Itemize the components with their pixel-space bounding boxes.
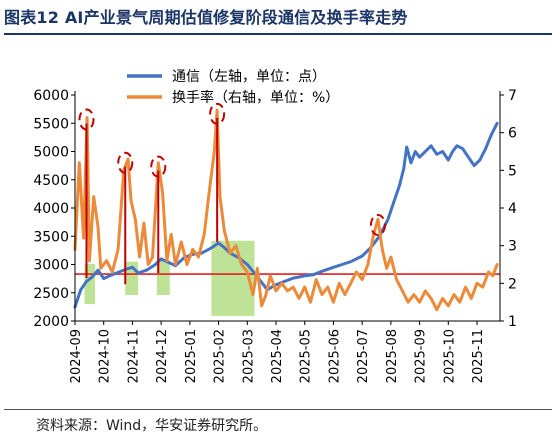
left-tick-label: 3500: [33, 229, 69, 245]
peak-markers: [78, 102, 386, 285]
x-tick-label: 2025-07: [356, 329, 371, 383]
x-tick-label: 2024-10: [98, 329, 113, 383]
chart-title: 图表12 AI产业景气周期估值修复阶段通信及换手率走势: [4, 8, 408, 27]
right-tick-label: 4: [508, 201, 517, 217]
highlight-bands: [84, 240, 255, 316]
left-tick-label: 4500: [33, 173, 69, 189]
x-tick-label: 2025-04: [270, 329, 285, 383]
legend-label-turnover: 换手率（右轴，单位：%）: [172, 89, 339, 106]
right-tick-label: 5: [508, 163, 517, 179]
telecom-series-line: [73, 121, 499, 309]
x-tick-label: 2025-01: [184, 329, 199, 383]
x-tick-label: 2025-10: [442, 329, 457, 383]
left-tick-label: 6000: [33, 88, 69, 104]
series-lines: [73, 108, 499, 312]
left-tick-label: 2500: [33, 286, 69, 302]
x-tick-label: 2025-03: [241, 329, 256, 383]
highlight-band-1: [84, 263, 96, 305]
x-tick-label: 2025-05: [299, 329, 314, 383]
dual-axis-line-chart: 2000 2500 3000 3500 4000 4500 5000 5500 6000 1 2 3 4…: [33, 69, 517, 383]
footer-rule: [4, 409, 552, 410]
turnover-series-line: [73, 108, 499, 312]
right-tick-label: 6: [508, 126, 517, 142]
right-tick-label: 3: [508, 239, 517, 255]
x-tick-label: 2025-08: [385, 329, 400, 383]
x-tick-label: 2025-02: [213, 329, 228, 383]
highlight-band-3: [156, 259, 170, 296]
x-tick-label: 2024-12: [155, 329, 170, 383]
peak-marker-5: [369, 213, 386, 236]
right-tick-label: 1: [508, 314, 517, 330]
left-tick-label: 4000: [33, 201, 69, 217]
left-tick-label: 5500: [33, 116, 69, 132]
left-tick-label: 3000: [33, 258, 69, 274]
right-tick-label: 7: [508, 88, 517, 104]
title-rule: [4, 33, 552, 35]
left-tick-label: 2000: [33, 314, 69, 330]
x-tick-label: 2025-06: [327, 329, 342, 383]
x-tick-label: 2024-11: [126, 329, 141, 383]
source-note: 资料来源：Wind，华安证券研究所。: [36, 418, 268, 434]
x-tick-label: 2025-09: [414, 329, 429, 383]
left-tick-label: 5000: [33, 145, 69, 161]
x-tick-label: 2025-11: [471, 329, 486, 383]
legend: 通信（左轴，单位：点） 换手率（右轴，单位：%）: [127, 69, 339, 106]
right-tick-label: 2: [508, 276, 517, 292]
axes: 2000 2500 3000 3500 4000 4500 5000 5500 6000 1 2 3 4…: [33, 88, 517, 383]
x-tick-label: 2024-09: [69, 329, 84, 383]
legend-label-telecom: 通信（左轴，单位：点）: [172, 69, 326, 85]
